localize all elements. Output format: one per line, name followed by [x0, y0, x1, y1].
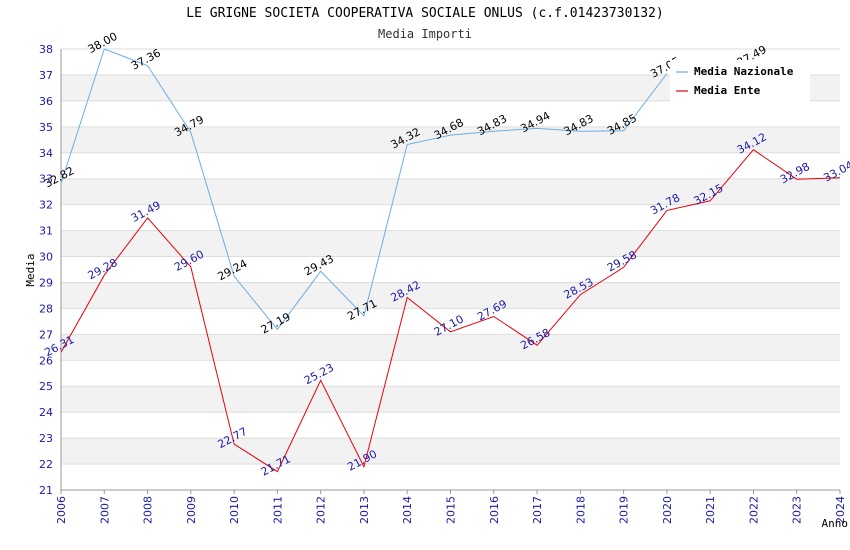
x-tick-label: 2020 [661, 496, 674, 524]
grid-band [61, 230, 840, 257]
x-tick-label: 2022 [747, 496, 760, 524]
data-label-media-nazionale: 29.24 [216, 257, 250, 283]
data-label-media-nazionale: 38.00 [86, 30, 120, 56]
legend-label-media-nazionale: Media Nazionale [694, 65, 794, 78]
data-label-media-nazionale: 27.19 [259, 310, 293, 336]
y-tick-label: 29 [39, 276, 53, 289]
series-layer [60, 48, 841, 473]
y-tick-label: 23 [39, 432, 53, 445]
data-label-media-nazionale: 37.36 [129, 46, 163, 72]
y-tick-label: 24 [39, 406, 53, 419]
y-tick-label: 26 [39, 354, 53, 367]
y-tick-label: 37 [39, 69, 53, 82]
x-tick-label: 2014 [401, 496, 414, 524]
x-tick-label: 2018 [574, 496, 587, 524]
y-tick-label: 34 [39, 147, 53, 160]
y-tick-label: 28 [39, 302, 53, 315]
chart-subtitle: Media Importi [378, 27, 472, 41]
y-axis-title: Media [24, 253, 37, 286]
y-tick-label: 21 [39, 484, 53, 497]
grid-bands [61, 74, 840, 465]
x-tick-label: 2021 [704, 496, 717, 524]
y-tick-label: 33 [39, 173, 53, 186]
y-tick-label: 32 [39, 199, 53, 212]
grid-band [61, 126, 840, 153]
x-tick-label: 2008 [142, 496, 155, 524]
y-tick-label: 27 [39, 328, 53, 341]
grid-band [61, 386, 840, 413]
grid-band [61, 334, 840, 361]
y-tick-label: 25 [39, 380, 53, 393]
legend-label-media-ente: Media Ente [694, 84, 761, 97]
x-axis-ticks: 2006 2007 2008 2009 2010 2011 2012 2013 2014 2015… [55, 490, 847, 524]
y-tick-label: 30 [39, 251, 53, 264]
x-tick-label: 2015 [445, 496, 458, 524]
chart-title: LE GRIGNE SOCIETA COOPERATIVA SOCIALE ON… [186, 6, 664, 21]
x-tick-label: 2013 [358, 496, 371, 524]
x-tick-label: 2019 [618, 496, 631, 524]
series-line-media-nazionale [60, 48, 668, 331]
grid-band [61, 282, 840, 309]
x-tick-label: 2023 [791, 496, 804, 524]
y-tick-label: 35 [39, 121, 53, 134]
x-tick-label: 2012 [315, 496, 328, 524]
y-tick-label: 36 [39, 95, 53, 108]
x-tick-label: 2009 [185, 496, 198, 524]
y-tick-label: 22 [39, 458, 53, 471]
x-tick-label: 2007 [98, 496, 111, 524]
y-tick-label: 38 [39, 43, 53, 56]
x-tick-label: 2011 [271, 496, 284, 524]
legend: Media Nazionale Media Ente [670, 60, 810, 102]
grid-band [61, 438, 840, 465]
x-tick-label: 2006 [55, 496, 68, 524]
x-tick-label: 2016 [488, 496, 501, 524]
x-tick-label: 2010 [228, 496, 241, 524]
y-tick-label: 31 [39, 225, 53, 238]
y-axis-ticks: 21 22 23 24 25 26 27 28 29 30 31 32 33 34 35 36 37 38 [39, 43, 53, 497]
series-line-media-ente [60, 149, 841, 473]
x-tick-label: 2024 [834, 496, 847, 524]
x-axis-title: Anno [822, 517, 849, 530]
legend-box [670, 60, 810, 102]
x-tick-label: 2017 [531, 496, 544, 524]
